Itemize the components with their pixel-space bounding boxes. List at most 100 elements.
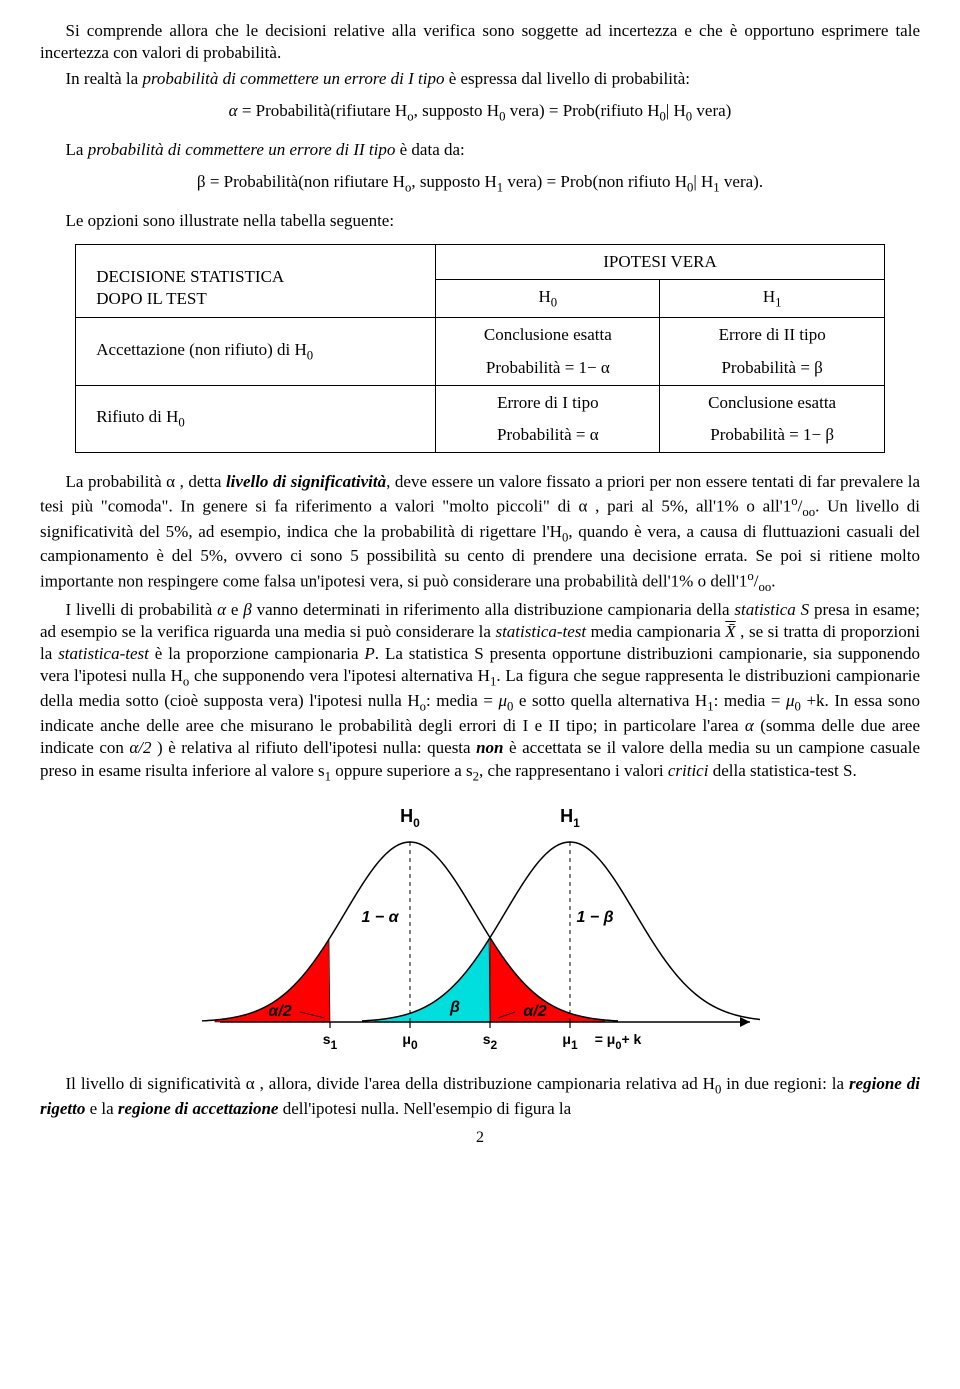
table-header-h0: H0 [436, 280, 660, 318]
svg-text:H1: H1 [560, 806, 580, 830]
svg-text:μ1: μ1 [562, 1031, 578, 1052]
text: I livelli di probabilità [66, 600, 218, 619]
svg-text:β: β [449, 999, 460, 1016]
text: , che rappresentano i valori [479, 761, 668, 780]
term-error-type-2: probabilità di commettere un errore di I… [88, 140, 396, 159]
text: dell'ipotesi nulla. Nell'esempio di figu… [278, 1099, 571, 1118]
paragraph-6: I livelli di probabilità α e β vanno det… [40, 599, 920, 784]
text: Errore di I tipo [450, 392, 645, 414]
text: DECISIONE STATISTICA [96, 266, 421, 288]
mu: μ [498, 691, 507, 710]
sub: oo [802, 505, 815, 519]
P: P [364, 644, 374, 663]
text: Probabilità = β [674, 357, 869, 379]
text: Accettazione (non rifiuto) di H [96, 340, 307, 359]
text: media campionaria [586, 622, 725, 641]
text: oppure superiore a s [331, 761, 473, 780]
svg-text:H0: H0 [400, 806, 420, 830]
svg-text:s1: s1 [323, 1031, 338, 1052]
text: in due regioni: la [721, 1074, 849, 1093]
svg-text:μ0: μ0 [402, 1031, 418, 1052]
svg-text:1 − β: 1 − β [576, 909, 613, 926]
page-number: 2 [40, 1128, 920, 1149]
table-header-ipotesi: IPOTESI VERA [436, 245, 885, 280]
formula-alpha: α = Probabilità(rifiutare Ho, supposto H… [40, 100, 920, 125]
text: che supponendo vera l'ipotesi alternativ… [189, 666, 490, 685]
distribution-svg: H0 H1 1 − α 1 − β α/2 β α/2 s1 μ0 s2 μ1 = μ0+ k [200, 792, 760, 1062]
text: | H [693, 172, 713, 191]
text: della statistica-test S. [708, 761, 856, 780]
text: vera) [692, 101, 731, 120]
table-cell-accept-h0: Conclusione esatta Probabilità = 1− α [436, 318, 660, 385]
table-header-h1: H1 [660, 280, 884, 318]
xbar: X̄ [725, 622, 735, 641]
svg-text:α/2: α/2 [268, 1003, 291, 1020]
text: è la proporzione campionaria [149, 644, 365, 663]
alpha: α [217, 600, 226, 619]
text: In realtà la [66, 69, 143, 88]
text: vera) = Prob(rifiuto H [505, 101, 659, 120]
text: Rifiuto di H [96, 407, 178, 426]
text: DOPO IL TEST [96, 288, 421, 310]
text: Probabilità = α [450, 424, 645, 446]
text: Errore di II tipo [674, 324, 869, 346]
text: = Probabilità(rifiutare H [238, 101, 408, 120]
table-cell-accept-h1: Errore di II tipo Probabilità = β [660, 318, 884, 385]
text: H [763, 287, 775, 306]
text: La [66, 140, 88, 159]
text: è data da: [395, 140, 464, 159]
sub: oo [759, 580, 772, 594]
text: : media = [714, 691, 786, 710]
sub: 1 [775, 296, 781, 310]
text: Probabilità = 1− α [450, 357, 645, 379]
term-critical: critici [668, 761, 709, 780]
term-test-statistic: statistica-test [495, 622, 586, 641]
table-row-reject: Rifiuto di H0 [76, 385, 436, 452]
table-header-left: DECISIONE STATISTICA DOPO IL TEST [76, 245, 436, 318]
text: : media = [426, 691, 498, 710]
term-acceptance-region: regione di accettazione [118, 1099, 279, 1118]
table-cell-reject-h0: Errore di I tipo Probabilità = α [436, 385, 660, 452]
svg-text:1 − α: 1 − α [361, 909, 399, 926]
text: è espressa dal livello di probabilità: [444, 69, 690, 88]
table-cell-reject-h1: Conclusione esatta Probabilità = 1− β [660, 385, 884, 452]
text: e la [85, 1099, 118, 1118]
alpha-half: α/2 [129, 738, 151, 757]
text: vanno determinati in riferimento alla di… [252, 600, 735, 619]
text: . [771, 571, 775, 590]
text: e sotto quella alternativa H [513, 691, 707, 710]
text: Probabilità = 1− β [674, 424, 869, 446]
text: , supposto H [411, 172, 496, 191]
text: , supposto H [414, 101, 499, 120]
distribution-figure: H0 H1 1 − α 1 − β α/2 β α/2 s1 μ0 s2 μ1 = μ0+ k [200, 792, 760, 1068]
term-error-type-1: probabilità di commettere un errore di I… [142, 69, 444, 88]
table-row-accept: Accettazione (non rifiuto) di H0 [76, 318, 436, 385]
paragraph-7: Il livello di significatività α , allora… [40, 1073, 920, 1120]
text: e [226, 600, 243, 619]
decision-table: DECISIONE STATISTICA DOPO IL TEST IPOTES… [75, 244, 885, 452]
term-significance-level: livello di significatività [226, 472, 386, 491]
text: Conclusione esatta [674, 392, 869, 414]
text: ) è relativa al rifiuto dell'ipotesi nul… [152, 738, 477, 757]
non: non [476, 738, 503, 757]
text: vera) = Prob(non rifiuto H [503, 172, 687, 191]
paragraph-2: In realtà la probabilità di commettere u… [40, 68, 920, 90]
paragraph-3: La probabilità di commettere un errore d… [40, 139, 920, 161]
mu: μ [786, 691, 795, 710]
text: = Probabilità(non rifiutare H [206, 172, 405, 191]
svg-text:= μ0+ k: = μ0+ k [595, 1031, 642, 1052]
sub: 0 [551, 296, 557, 310]
sup: o [791, 494, 797, 508]
alpha-symbol: α [229, 101, 238, 120]
sub: 0 [178, 416, 184, 430]
sup: o [747, 569, 753, 583]
text: vera). [720, 172, 763, 191]
text: La probabilità α , detta [66, 472, 226, 491]
text: H [539, 287, 551, 306]
paragraph-5: La probabilità α , detta livello di sign… [40, 471, 920, 595]
paragraph-1: Si comprende allora che le decisioni rel… [40, 20, 920, 64]
svg-text:s2: s2 [483, 1031, 498, 1052]
text: Il livello di significatività α , allora… [66, 1074, 715, 1093]
svg-text:α/2: α/2 [523, 1003, 546, 1020]
sub: 0 [307, 348, 313, 362]
